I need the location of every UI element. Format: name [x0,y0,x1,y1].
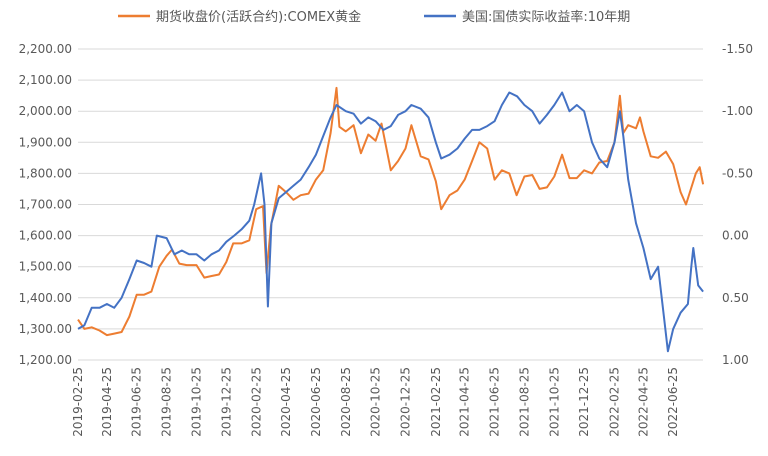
x-tick-label: 2020-06-25 [309,367,323,437]
right-tick-label: 1.00 [722,353,749,367]
x-tick-label: 2020-12-25 [398,367,412,437]
x-tick-label: 2021-10-25 [547,367,561,437]
x-tick-label: 2022-06-25 [666,367,680,437]
series-line-1 [77,91,704,353]
chart-legend: 期货收盘价(活跃合约):COMEX黄金 美国:国债实际收益率:10年期 [118,9,630,25]
right-axis-ticks: -1.50 -1.00 -0.50 0.00 0.50 1.00 [722,42,753,367]
left-tick-label: 2,200.00 [19,42,72,56]
left-tick-label: 1,700.00 [19,198,72,212]
legend-label-gold-futures: 期货收盘价(活跃合约):COMEX黄金 [156,9,361,25]
x-tick-label: 2021-12-25 [577,367,591,437]
x-axis-ticks: 2019-02-25 2019-04-25 2019-06-25 2019-08-25… [71,367,680,437]
grid-lines [78,48,703,361]
x-tick-label: 2020-04-25 [279,367,293,437]
left-tick-label: 2,100.00 [19,73,72,87]
x-tick-label: 2019-04-25 [100,367,114,437]
x-tick-label: 2019-08-25 [160,367,174,437]
left-tick-label: 1,600.00 [19,229,72,243]
x-tick-label: 2022-02-25 [607,367,621,437]
left-tick-label: 1,800.00 [19,166,72,180]
x-tick-label: 2020-08-25 [339,367,353,437]
x-tick-label: 2022-04-25 [636,367,650,437]
left-tick-label: 1,400.00 [19,291,72,305]
left-axis-ticks: 1,200.00 1,300.00 1,400.00 1,500.00 1,600.00… [19,42,72,367]
legend-label-us-10y-real-yield: 美国:国债实际收益率:10年期 [462,9,630,25]
x-tick-label: 2019-02-25 [71,367,85,437]
x-tick-label: 2019-12-25 [219,367,233,437]
right-tick-label: -1.00 [722,104,753,118]
series-lines [77,86,705,353]
x-tick-label: 2020-02-25 [250,367,264,437]
x-tick-label: 2021-02-25 [429,367,443,437]
x-tick-label: 2019-10-25 [189,367,203,437]
right-tick-label: -1.50 [722,42,753,56]
left-tick-label: 2,000.00 [19,104,72,118]
left-tick-label: 1,500.00 [19,260,72,274]
left-tick-label: 1,300.00 [19,322,72,336]
right-tick-label: -0.50 [722,166,753,180]
x-tick-label: 2021-08-25 [517,367,531,437]
right-tick-label: 0.00 [722,229,749,243]
left-tick-label: 1,200.00 [19,353,72,367]
x-tick-label: 2021-06-25 [488,367,502,437]
x-tick-label: 2020-10-25 [369,367,383,437]
x-tick-label: 2021-04-25 [458,367,472,437]
left-tick-label: 1,900.00 [19,135,72,149]
right-tick-label: 0.50 [722,291,749,305]
x-tick-label: 2019-06-25 [130,367,144,437]
